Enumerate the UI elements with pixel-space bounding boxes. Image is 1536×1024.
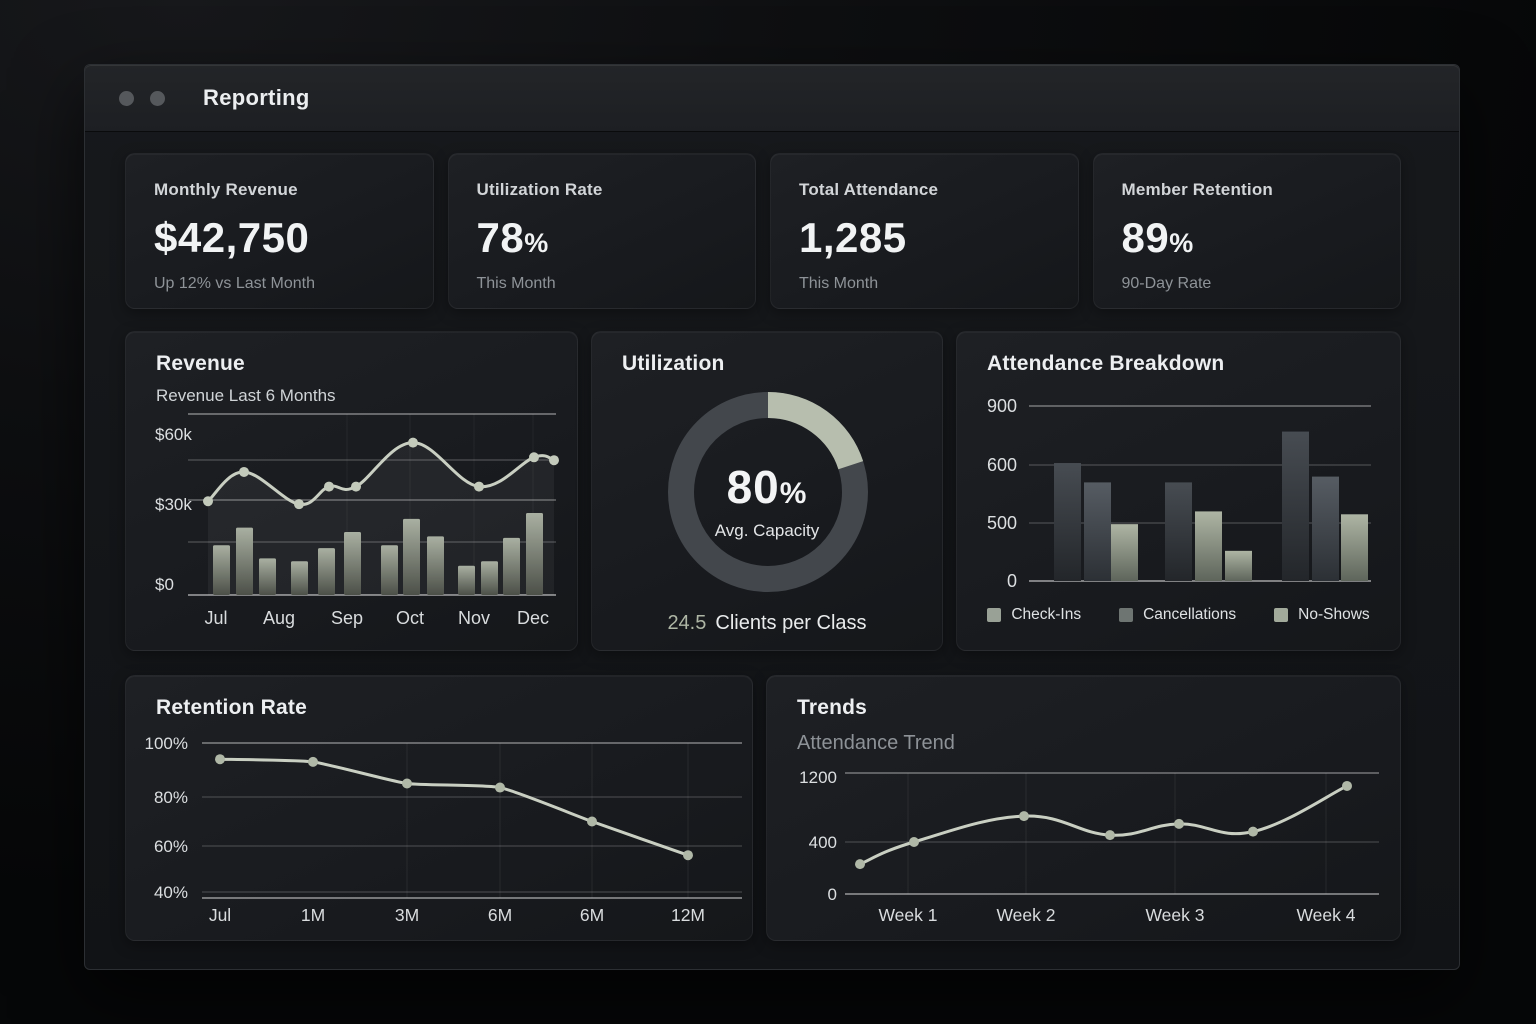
svg-text:100%: 100% xyxy=(145,734,188,753)
svg-text:1200: 1200 xyxy=(799,768,837,787)
svg-text:Jul: Jul xyxy=(204,608,227,628)
kpi-card-utilization-rate: Utilization Rate 78% This Month xyxy=(447,153,756,309)
svg-text:$60k: $60k xyxy=(155,425,192,444)
svg-text:$0: $0 xyxy=(155,575,174,594)
card-title: Retention Rate xyxy=(156,696,307,719)
kpi-value: 89% xyxy=(1121,214,1194,261)
card-title: Attendance Breakdown xyxy=(987,352,1225,375)
kpi-value: $42,750 xyxy=(154,214,310,261)
kpi-subtext: 90-Day Rate xyxy=(1121,275,1212,292)
revenue-chart-card: Revenue Revenue Last 6 Months $60k $30k $0… xyxy=(125,331,578,651)
kpi-label: Utilization Rate xyxy=(476,180,603,199)
card-title: Utilization xyxy=(622,352,725,375)
legend-item-check-ins: Check-Ins xyxy=(987,606,1081,624)
attendance-grouped-bar-chart: 900 600 500 0 xyxy=(987,396,1371,591)
svg-text:0: 0 xyxy=(1007,571,1017,591)
svg-text:Week 1: Week 1 xyxy=(878,905,937,925)
svg-text:Jul: Jul xyxy=(209,905,231,925)
kpi-card-total-attendance: Total Attendance 1,285 This Month xyxy=(770,153,1079,309)
svg-text:1M: 1M xyxy=(301,905,325,925)
svg-text:0: 0 xyxy=(828,885,837,904)
attendance-legend: Check-Ins Cancellations No-Shows xyxy=(957,606,1400,624)
card-title: Revenue xyxy=(156,352,245,375)
kpi-label: Member Retention xyxy=(1121,180,1273,199)
kpi-value: 1,285 xyxy=(799,214,907,261)
cancellations-swatch-icon xyxy=(1119,608,1134,622)
trends-line-chart: 1200 400 0 Week 1 Week 2 Week 3 Week 4 xyxy=(799,768,1379,925)
trends-card: Trends Attendance Trend 1200 400 0 Week 1 We… xyxy=(766,675,1401,941)
legend-item-cancellations: Cancellations xyxy=(1119,606,1236,624)
svg-text:Dec: Dec xyxy=(517,608,549,628)
kpi-value: 78% xyxy=(476,214,549,261)
svg-text:Week 4: Week 4 xyxy=(1296,905,1355,925)
charts-row: Revenue Revenue Last 6 Months $60k $30k $0… xyxy=(125,331,1401,651)
bottom-charts-row: Retention Rate 100% 80% 60% 40% Jul 1M 3M 6M 6M 1… xyxy=(125,675,1401,941)
app-window: Reporting Monthly Revenue $42,750 Up 12%… xyxy=(84,64,1460,970)
window-dot-1[interactable] xyxy=(119,90,134,106)
svg-text:Nov: Nov xyxy=(458,608,490,628)
kpi-subtext: This Month xyxy=(476,275,556,292)
attendance-breakdown-card: Attendance Breakdown 900 600 500 0 Check-In… xyxy=(956,331,1401,651)
card-title: Trends xyxy=(797,696,868,719)
window-dot-2[interactable] xyxy=(150,90,165,106)
card-subtitle: Revenue Last 6 Months xyxy=(156,386,336,405)
check-ins-swatch-icon xyxy=(987,608,1002,622)
svg-text:Sep: Sep xyxy=(331,608,363,628)
kpi-label: Monthly Revenue xyxy=(154,180,298,199)
svg-text:$30k: $30k xyxy=(155,495,192,514)
card-subtitle: Attendance Trend xyxy=(797,732,955,754)
svg-text:6M: 6M xyxy=(580,905,604,925)
kpi-card-monthly-revenue: Monthly Revenue $42,750 Up 12% vs Last M… xyxy=(125,153,434,309)
revenue-bar-line-chart: $60k $30k $0 Jul Aug Sep Oct Nov Dec xyxy=(155,413,559,628)
kpi-label: Total Attendance xyxy=(799,180,939,199)
utilization-donut-chart xyxy=(668,392,868,592)
kpi-subtext: This Month xyxy=(799,275,879,292)
svg-text:Week 2: Week 2 xyxy=(996,905,1055,925)
svg-text:900: 900 xyxy=(987,396,1017,416)
kpi-card-member-retention: Member Retention 89% 90-Day Rate xyxy=(1092,153,1401,309)
kpi-row: Monthly Revenue $42,750 Up 12% vs Last M… xyxy=(125,153,1401,309)
svg-text:500: 500 xyxy=(987,513,1017,533)
kpi-subtext: Up 12% vs Last Month xyxy=(154,275,315,292)
svg-text:Aug: Aug xyxy=(263,608,295,628)
legend-item-no-shows: No-Shows xyxy=(1274,606,1370,624)
clients-per-class: 24.5 Clients per Class xyxy=(667,612,867,634)
retention-line-chart: 100% 80% 60% 40% Jul 1M 3M 6M 6M 12M xyxy=(145,734,742,925)
svg-text:600: 600 xyxy=(987,455,1017,475)
retention-rate-card: Retention Rate 100% 80% 60% 40% Jul 1M 3M 6M 6M 1… xyxy=(125,675,753,941)
svg-text:400: 400 xyxy=(809,833,837,852)
utilization-donut-card: Utilization 80% Avg. Capacity 24.5 Client… xyxy=(591,331,943,651)
svg-text:6M: 6M xyxy=(488,905,512,925)
svg-text:60%: 60% xyxy=(154,837,188,856)
svg-text:Oct: Oct xyxy=(396,608,424,628)
svg-text:12M: 12M xyxy=(671,905,705,925)
title-bar: Reporting xyxy=(85,65,1459,132)
svg-text:3M: 3M xyxy=(395,905,419,925)
svg-text:Week 3: Week 3 xyxy=(1145,905,1204,925)
page-title: Reporting xyxy=(203,85,310,110)
svg-text:40%: 40% xyxy=(154,883,188,902)
no-shows-swatch-icon xyxy=(1274,608,1289,622)
svg-text:80%: 80% xyxy=(154,788,188,807)
